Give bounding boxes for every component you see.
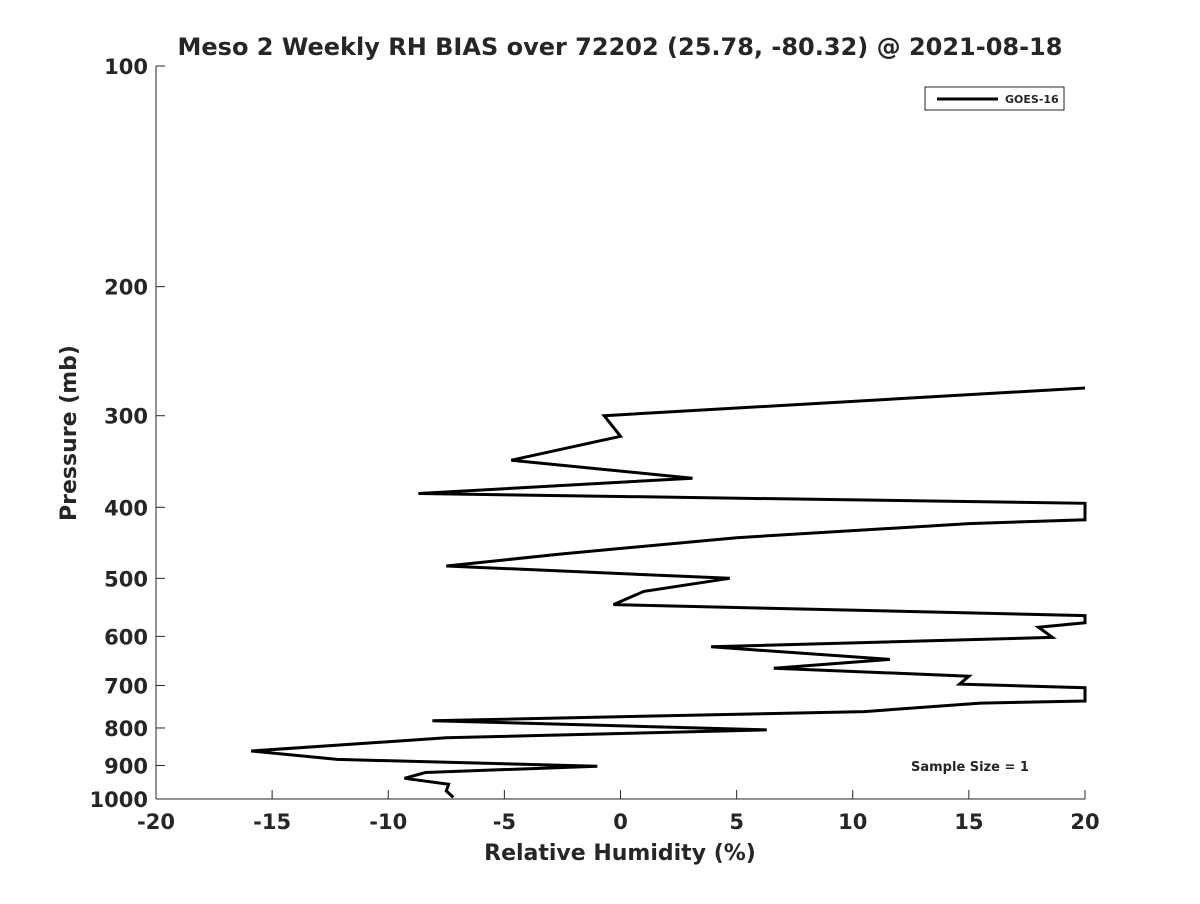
y-axis-label: Pressure (mb) — [57, 345, 82, 521]
y-tick-label: 800 — [104, 717, 148, 741]
x-tick-label: 0 — [613, 810, 628, 834]
sample-size-annotation: Sample Size = 1 — [911, 760, 1029, 775]
data-point — [1084, 614, 1087, 617]
data-point — [1084, 699, 1087, 702]
data-point — [603, 414, 606, 417]
y-tick-label: 700 — [104, 674, 148, 698]
y-tick-label: 400 — [104, 496, 148, 520]
data-point — [336, 758, 339, 761]
data-point — [417, 492, 420, 495]
data-point — [710, 645, 713, 648]
x-tick-label: 15 — [954, 810, 983, 834]
chart-title: Meso 2 Weekly RH BIAS over 72202 (25.78,… — [178, 33, 1063, 61]
x-tick-label: -20 — [137, 810, 175, 834]
y-tick-label: 500 — [104, 567, 148, 591]
data-point — [447, 783, 450, 786]
data-point — [888, 658, 891, 661]
x-axis-label: Relative Humidity (%) — [484, 841, 756, 866]
data-point — [250, 749, 253, 752]
data-point — [728, 577, 731, 580]
y-tick-label: 300 — [104, 405, 148, 429]
data-point — [1084, 387, 1087, 390]
y-tick-label: 900 — [104, 754, 148, 778]
data-point — [1084, 502, 1087, 505]
data-point — [958, 683, 961, 686]
data-point — [510, 459, 513, 462]
x-tick-label: -5 — [493, 810, 516, 834]
data-point — [403, 777, 406, 780]
x-tick-label: -15 — [253, 810, 291, 834]
y-tick-label: 200 — [104, 276, 148, 300]
data-point — [1037, 626, 1040, 629]
x-tick-label: -10 — [369, 810, 407, 834]
data-point — [445, 565, 448, 568]
y-tick-label: 600 — [104, 625, 148, 649]
data-point — [967, 522, 970, 525]
data-point — [445, 789, 448, 792]
data-point — [642, 590, 645, 593]
data-point — [979, 702, 982, 705]
data-point — [967, 675, 970, 678]
series-line-goes-16 — [251, 386, 1087, 799]
plot-area — [156, 66, 1085, 799]
data-point — [431, 719, 434, 722]
y-tick-label: 1000 — [90, 788, 148, 812]
x-tick-label: 10 — [838, 810, 867, 834]
x-ticks: -20 -15 -10 -5 0 5 10 15 20 — [137, 790, 1100, 834]
data-point — [424, 771, 427, 774]
y-ticks: 100 200 300 400 500 600 700 800 900 1000 — [90, 55, 165, 812]
legend-label-goes-16: GOES-16 — [1005, 93, 1059, 106]
data-point — [1051, 636, 1054, 639]
data-point — [612, 603, 615, 606]
data-point — [445, 736, 448, 739]
data-point — [772, 667, 775, 670]
x-tick-label: 5 — [729, 810, 744, 834]
legend: GOES-16 — [924, 86, 1065, 111]
data-point — [452, 796, 455, 799]
data-point — [1084, 621, 1087, 624]
data-point — [1084, 518, 1087, 521]
data-point — [561, 552, 564, 555]
x-tick-label: 20 — [1070, 810, 1099, 834]
data-point — [863, 710, 866, 713]
data-point — [765, 728, 768, 731]
y-tick-label: 100 — [104, 55, 148, 79]
data-point — [691, 477, 694, 480]
data-point — [619, 435, 622, 438]
data-point — [735, 536, 738, 539]
data-point — [596, 765, 599, 768]
data-point — [1084, 686, 1087, 689]
